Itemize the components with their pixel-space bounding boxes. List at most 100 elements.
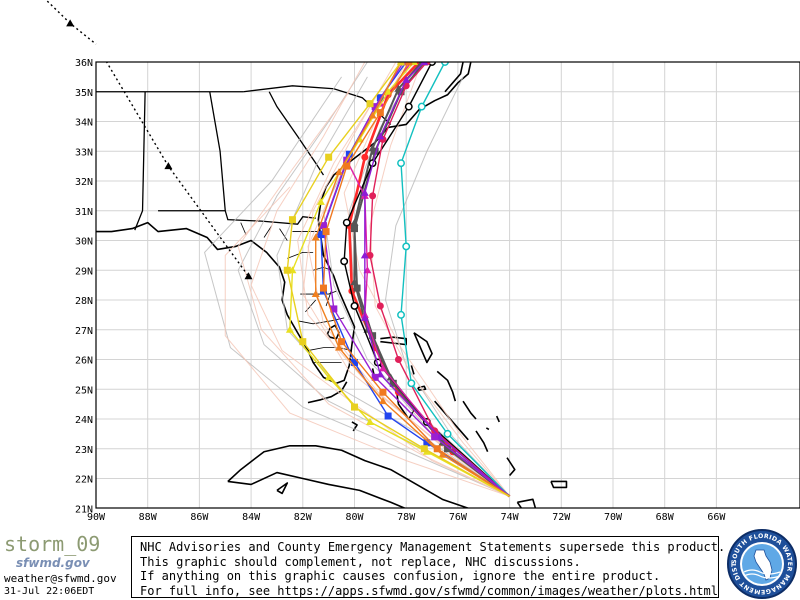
track-point-hwrf <box>376 302 384 310</box>
lon-tick-label: 90W <box>87 512 106 523</box>
track-point-ecmf <box>311 233 320 241</box>
coast-segment <box>485 427 490 431</box>
track-point-clp5 <box>340 257 349 266</box>
lat-tick-label: 33N <box>75 147 93 158</box>
track-cotc <box>400 61 511 497</box>
track-point-ecmf <box>378 397 387 405</box>
disclaimer-line-4: For full info, see https://apps.sfwmd.go… <box>140 583 718 598</box>
lon-tick-label: 68W <box>656 512 675 523</box>
track-point-cotc <box>397 310 405 319</box>
ensemble-track-eexx <box>369 61 510 497</box>
track-point-avno <box>376 132 385 140</box>
lat-tick-label: 35N <box>75 88 93 99</box>
track-point-cotc <box>417 102 426 111</box>
timestamp: 31-Jul 22:06EDT <box>4 586 95 597</box>
county-border <box>307 347 353 351</box>
lon-tick-label: 72W <box>552 512 571 523</box>
disclaimer-line-2: This graphic should complement, not repl… <box>140 554 581 569</box>
lat-tick-label: 21N <box>75 504 93 515</box>
ensemble-track-eexx <box>224 186 510 497</box>
lat-tick-label: 23N <box>75 445 93 456</box>
track-point-avno <box>360 313 369 321</box>
track-point-ukm <box>384 412 392 420</box>
track-point-eemn <box>376 109 384 117</box>
track-point-aemn <box>330 305 338 313</box>
track-point-ecmf <box>311 290 320 298</box>
track-point-cemn <box>283 266 291 274</box>
track-point-aemn <box>431 433 439 441</box>
map-frame <box>45 0 800 509</box>
lon-tick-label: 82W <box>294 512 313 523</box>
track-point-clp5 <box>342 218 351 227</box>
county-border <box>297 317 345 325</box>
track-point-cmc <box>285 325 294 333</box>
lat-tick-label: 34N <box>75 118 93 129</box>
ensemble-track-apxx <box>385 76 510 497</box>
track-point-xtrp <box>66 19 75 27</box>
track-point-tvcn <box>389 379 397 387</box>
lat-tick-label: 26N <box>75 356 93 367</box>
track-point-ecmf <box>334 168 343 176</box>
state-border <box>158 91 226 212</box>
ensemble-track-eexx <box>250 61 510 497</box>
coast-segment <box>495 415 500 423</box>
track-point-ukm <box>423 439 431 447</box>
track-point-cotc <box>407 379 416 388</box>
coast-segment <box>227 471 420 515</box>
branding-block: storm_09 sfwmd.gov weather@sfwmd.gov 31-… <box>2 532 132 598</box>
track-point-aemn <box>371 103 379 111</box>
lat-tick-label: 36N <box>75 58 93 69</box>
track-point-eemn <box>379 388 387 396</box>
coast-segment <box>413 332 433 364</box>
lat-tick-label: 28N <box>75 296 93 307</box>
track-point-hwrf <box>394 356 402 363</box>
state-border <box>134 91 146 231</box>
track-point-tvcx <box>368 144 377 152</box>
state-border <box>224 210 316 225</box>
track-point-clp5 <box>350 302 359 310</box>
lon-tick-label: 76W <box>449 512 468 523</box>
model-tracks <box>95 43 511 498</box>
coast-segment <box>307 381 348 404</box>
track-point-hwrf <box>366 251 374 259</box>
lon-tick-label: 88W <box>139 512 158 523</box>
lon-tick-label: 80W <box>345 512 364 523</box>
coast-segment <box>417 385 427 391</box>
track-point-ecmf <box>334 343 343 351</box>
lat-tick-label: 30N <box>75 237 93 248</box>
storm-id: storm_09 <box>4 532 101 556</box>
track-point-tvcx <box>350 218 359 226</box>
track-point-avno <box>402 75 411 83</box>
axis-labels: 90W 88W 86W 84W 82W 80W 78W 76W 74W 72W 70W 68W 66W 3… <box>75 58 726 523</box>
track-point-aemn <box>371 373 379 381</box>
track-point-cemn <box>366 100 374 108</box>
lat-tick-label: 27N <box>75 326 93 337</box>
disclaimer-line-3: If anything on this graphic causes confu… <box>140 569 661 583</box>
track-point-cmc <box>324 373 333 381</box>
track-point-xtrp <box>164 162 173 170</box>
track-point-hwrf <box>369 192 377 200</box>
track-point-cmc <box>316 197 325 205</box>
lon-tick-label: 74W <box>501 512 520 523</box>
track-point-eemn <box>343 162 351 170</box>
track-point-cotc <box>397 159 405 168</box>
track-point-ecmf <box>368 111 377 119</box>
state-border <box>268 91 325 176</box>
coast-segment <box>462 400 477 420</box>
track-point-cotc <box>402 242 411 251</box>
lon-tick-label: 78W <box>397 512 416 523</box>
track-point-eemn <box>338 338 346 346</box>
track-point-eemn <box>322 228 330 236</box>
coast-segment <box>410 365 415 375</box>
track-point-cemn <box>325 153 333 161</box>
lat-tick-label: 32N <box>75 177 93 188</box>
coast-segment <box>444 61 464 93</box>
track-point-cemn <box>420 445 428 453</box>
coast-segment <box>276 482 289 495</box>
track-point-cmc <box>384 87 393 95</box>
lat-tick-label: 31N <box>75 207 93 218</box>
track-point-cemn <box>299 338 307 346</box>
contact-email: weather@sfwmd.gov <box>4 572 117 585</box>
track-point-ukm <box>351 358 358 366</box>
track-point-hmon <box>378 364 387 372</box>
